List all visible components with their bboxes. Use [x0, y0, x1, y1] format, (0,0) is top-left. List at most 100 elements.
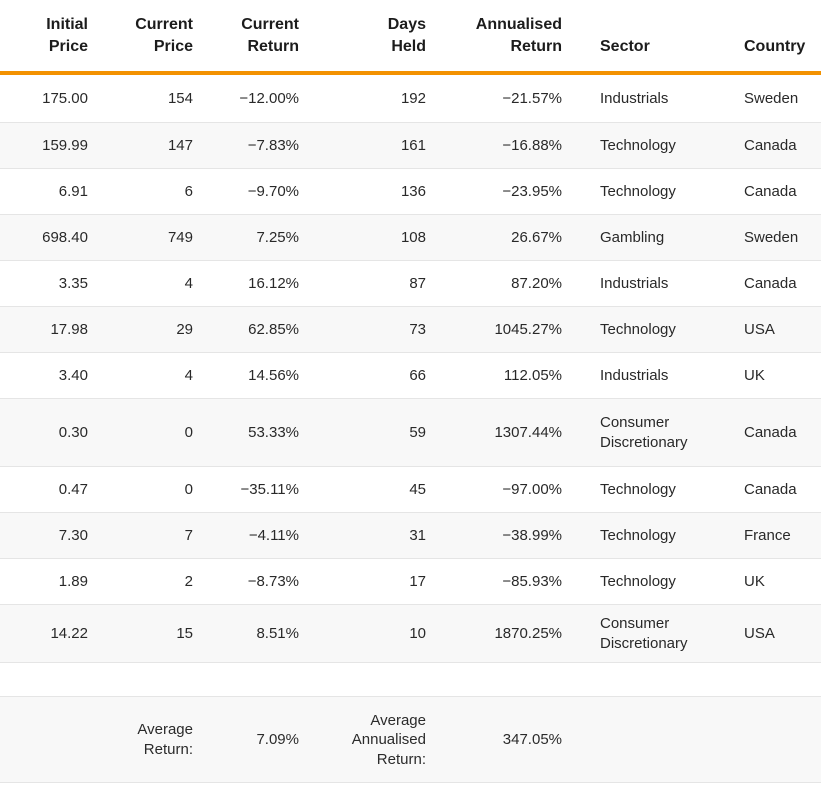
cell-days-held: 59: [409, 424, 426, 442]
cell-days-held: 45: [409, 481, 426, 499]
cell-sector: Gambling: [600, 229, 665, 247]
cell-current-price: 15: [176, 625, 193, 643]
cell-current-return: 14.56%: [248, 367, 299, 385]
cell-country: France: [744, 527, 791, 545]
cell-country: Sweden: [744, 89, 799, 107]
cell-days-held: 10: [409, 625, 426, 643]
table-row: 14.22 15 8.51% 10 1870.25% Consumer Disc…: [0, 604, 821, 663]
cell-country: Sweden: [744, 229, 799, 247]
cell-days-held: 161: [400, 137, 426, 155]
cell-current-return: −7.83%: [247, 137, 299, 155]
cell-annualised-return: −38.99%: [502, 527, 562, 545]
table-row: 0.47 0 −35.11% 45 −97.00% Technology Can…: [0, 466, 821, 513]
cell-initial-price: 698.40: [42, 229, 88, 247]
table-row: 6.91 6 −9.70% 136 −23.95% Technology Can…: [0, 168, 821, 215]
average-return-value: 7.09%: [256, 731, 299, 749]
average-return-label: Average Return:: [137, 721, 193, 758]
cell-initial-price: 175.00: [42, 89, 88, 107]
cell-sector: Technology: [600, 481, 676, 499]
cell-days-held: 192: [400, 89, 426, 107]
cell-current-price: 2: [184, 573, 193, 591]
column-header-country: Country: [744, 38, 806, 56]
cell-days-held: 66: [409, 367, 426, 385]
summary-empty-cell: [0, 697, 88, 783]
cell-initial-price: 0.47: [58, 481, 88, 499]
cell-current-price: 147: [167, 137, 193, 155]
cell-current-return: −9.70%: [247, 183, 299, 201]
cell-sector: Technology: [600, 527, 676, 545]
cell-country: Canada: [744, 137, 797, 155]
cell-current-price: 29: [176, 321, 193, 339]
cell-country: UK: [744, 573, 765, 591]
cell-current-price: 4: [184, 275, 193, 293]
cell-days-held: 17: [409, 573, 426, 591]
cell-current-return: 62.85%: [248, 321, 299, 339]
cell-current-price: 154: [167, 89, 193, 107]
cell-country: UK: [744, 367, 765, 385]
cell-sector: Industrials: [600, 367, 669, 385]
cell-current-price: 4: [184, 367, 193, 385]
cell-current-price: 7: [184, 527, 193, 545]
average-annualised-return-value: 347.05%: [502, 731, 562, 749]
table-row: 698.40 749 7.25% 108 26.67% Gambling Swe…: [0, 214, 821, 261]
cell-annualised-return: 26.67%: [511, 229, 562, 247]
table-row: 3.35 4 16.12% 87 87.20% Industrials Cana…: [0, 260, 821, 307]
cell-sector: Industrials: [600, 89, 669, 107]
cell-sector: Consumer Discretionary: [600, 414, 688, 451]
cell-country: Canada: [744, 183, 797, 201]
cell-initial-price: 14.22: [50, 625, 88, 643]
cell-current-return: 16.12%: [248, 275, 299, 293]
spacer-row: [0, 662, 821, 697]
cell-initial-price: 3.35: [58, 275, 88, 293]
cell-annualised-return: 112.05%: [503, 367, 562, 385]
cell-country: Canada: [744, 275, 797, 293]
cell-current-price: 6: [184, 183, 193, 201]
cell-country: Canada: [744, 481, 797, 499]
summary-empty-cell: [562, 697, 744, 783]
cell-country: Canada: [744, 424, 797, 442]
cell-current-price: 0: [184, 481, 193, 499]
cell-initial-price: 17.98: [50, 321, 88, 339]
cell-annualised-return: −21.57%: [502, 89, 562, 107]
cell-sector: Technology: [600, 183, 676, 201]
spacer-cell: [0, 663, 821, 697]
summary-row: Average Return: 7.09% Average Annualised…: [0, 696, 821, 783]
table-row: 17.98 29 62.85% 73 1045.27% Technology U…: [0, 306, 821, 353]
column-header-current-return: Current Return: [241, 16, 299, 56]
cell-annualised-return: −16.88%: [502, 137, 562, 155]
column-header-initial-price: Initial Price: [46, 16, 88, 56]
cell-annualised-return: 87.20%: [511, 275, 562, 293]
column-header-current-price: Current Price: [135, 16, 193, 56]
cell-current-price: 0: [184, 424, 193, 442]
table-row: 159.99 147 −7.83% 161 −16.88% Technology…: [0, 122, 821, 169]
cell-sector: Industrials: [600, 275, 669, 293]
cell-annualised-return: 1870.25%: [494, 625, 562, 643]
cell-initial-price: 159.99: [42, 137, 88, 155]
cell-current-return: 8.51%: [256, 625, 299, 643]
table-row: 7.30 7 −4.11% 31 −38.99% Technology Fran…: [0, 512, 821, 559]
table-row: 175.00 154 −12.00% 192 −21.57% Industria…: [0, 73, 821, 123]
cell-current-price: 749: [167, 229, 193, 247]
cell-annualised-return: −85.93%: [502, 573, 562, 591]
cell-sector: Technology: [600, 321, 676, 339]
cell-initial-price: 0.30: [58, 424, 88, 442]
cell-sector: Technology: [600, 137, 676, 155]
average-annualised-return-label: Average Annualised Return:: [351, 711, 426, 768]
table-row: 0.30 0 53.33% 59 1307.44% Consumer Discr…: [0, 398, 821, 467]
cell-current-return: −12.00%: [239, 89, 299, 107]
summary-empty-cell: [744, 697, 821, 783]
cell-days-held: 31: [409, 527, 426, 545]
cell-current-return: 53.33%: [248, 424, 299, 442]
table-body: 175.00 154 −12.00% 192 −21.57% Industria…: [0, 73, 821, 783]
cell-annualised-return: −97.00%: [502, 481, 562, 499]
column-header-days-held: Days Held: [387, 16, 426, 56]
column-header-sector: Sector: [600, 38, 650, 56]
cell-annualised-return: 1045.27%: [494, 321, 562, 339]
table-row: 3.40 4 14.56% 66 112.05% Industrials UK: [0, 352, 821, 399]
cell-current-return: −8.73%: [247, 573, 299, 591]
cell-initial-price: 1.89: [58, 573, 88, 591]
cell-annualised-return: −23.95%: [502, 183, 562, 201]
cell-current-return: −4.11%: [248, 527, 299, 545]
cell-annualised-return: 1307.44%: [494, 424, 562, 442]
